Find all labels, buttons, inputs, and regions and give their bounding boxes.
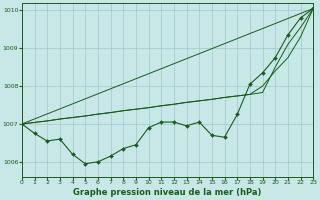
X-axis label: Graphe pression niveau de la mer (hPa): Graphe pression niveau de la mer (hPa) [73, 188, 262, 197]
